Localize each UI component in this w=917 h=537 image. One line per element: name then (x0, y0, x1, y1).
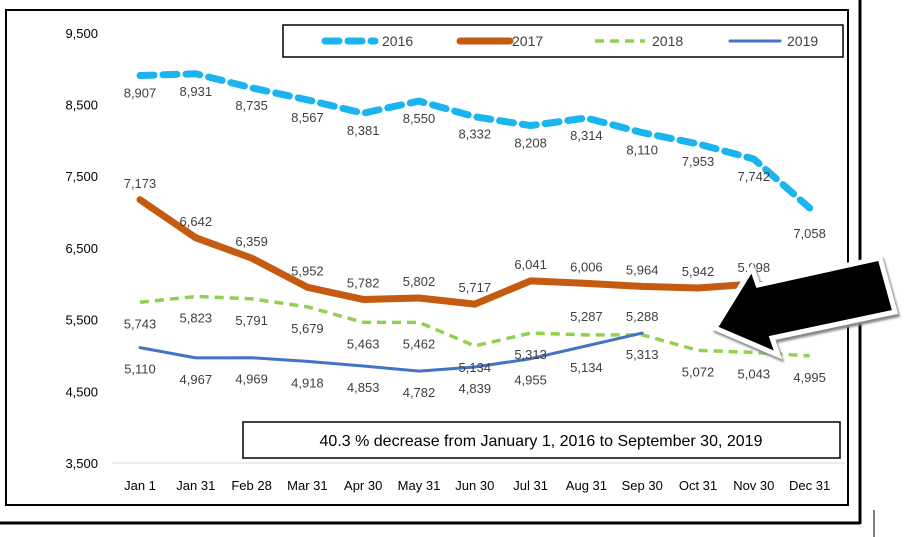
y-tick-label: 3,500 (65, 456, 98, 471)
series-line-2019 (138, 331, 644, 373)
data-label-2016: 8,567 (291, 110, 324, 125)
y-tick-label: 9,500 (65, 26, 98, 41)
legend-label-2017: 2017 (512, 33, 543, 49)
data-label-2017: 6,359 (235, 234, 268, 249)
series-line-2016 (136, 70, 814, 212)
data-label-2018: 5,462 (403, 336, 436, 351)
y-tick-label: 8,500 (65, 98, 98, 113)
x-tick-label: Feb 28 (231, 478, 271, 493)
y-tick-label: 6,500 (65, 241, 98, 256)
data-label-2016: 7,058 (793, 226, 826, 241)
data-label-2017: 5,802 (403, 274, 436, 289)
data-label-2017: 5,717 (459, 280, 492, 295)
arrow-icon (711, 255, 899, 360)
data-label-2019: 5,134 (570, 360, 603, 375)
x-tick-label: Oct 31 (679, 478, 717, 493)
data-label-2019: 5,110 (124, 362, 156, 377)
data-label-2018: 5,288 (626, 309, 659, 324)
inner-frame (5, 9, 849, 506)
data-label-2019: 4,782 (403, 385, 436, 400)
data-label-2017: 5,782 (347, 275, 380, 290)
y-tick-label: 7,500 (65, 169, 98, 184)
legend-label-2019: 2019 (787, 33, 818, 49)
data-label-2016: 8,314 (570, 128, 603, 143)
x-tick-label: Jul 31 (513, 478, 548, 493)
data-label-2018: 4,995 (793, 370, 826, 385)
data-label-2016: 8,381 (347, 123, 380, 138)
x-tick-label: Mar 31 (287, 478, 327, 493)
data-label-2017: 6,041 (514, 257, 547, 272)
data-label-2019: 4,839 (459, 381, 492, 396)
data-label-2016: 8,931 (180, 84, 213, 99)
legend-label-2016: 2016 (382, 33, 413, 49)
series-line-2018 (139, 294, 810, 358)
data-label-2018: 5,679 (291, 321, 324, 336)
y-tick-label: 4,500 (65, 384, 98, 399)
data-label-2016: 8,550 (403, 111, 436, 126)
data-label-2017: 5,952 (291, 263, 324, 278)
data-label-2018: 5,134 (459, 360, 492, 375)
data-label-2018: 5,313 (514, 347, 547, 362)
data-label-2016: 8,332 (459, 127, 492, 142)
data-label-2017: 6,642 (180, 214, 213, 229)
data-label-2016: 7,742 (738, 169, 771, 184)
data-label-2017: 6,006 (570, 259, 603, 274)
data-label-2016: 8,735 (235, 98, 268, 113)
data-label-2019: 4,969 (235, 372, 268, 387)
data-label-2018: 5,823 (180, 311, 213, 326)
x-tick-label: Jan 31 (176, 478, 215, 493)
x-tick-label: Sep 30 (622, 478, 663, 493)
data-label-2017: 5,942 (682, 264, 715, 279)
data-label-2018: 5,743 (124, 316, 157, 331)
data-label-2016: 8,208 (514, 136, 547, 151)
data-label-2019: 5,313 (626, 347, 659, 362)
data-label-2016: 7,953 (682, 154, 715, 169)
x-tick-label: May 31 (398, 478, 441, 493)
data-label-2019: 4,955 (514, 373, 547, 388)
data-label-2018: 5,287 (570, 309, 603, 324)
data-label-2019: 4,853 (347, 380, 380, 395)
x-tick-label: Dec 31 (789, 478, 830, 493)
annotation-box (242, 421, 841, 459)
data-label-2018: 5,043 (738, 366, 771, 381)
data-label-2018: 5,463 (347, 336, 380, 351)
x-tick-label: Jan 1 (124, 478, 156, 493)
x-tick-label: Jun 30 (455, 478, 494, 493)
x-tick-label: Nov 30 (733, 478, 774, 493)
data-label-2016: 8,907 (124, 85, 157, 100)
data-label-2017: 5,964 (626, 262, 659, 277)
data-label-2018: 5,072 (682, 364, 715, 379)
series-line-2017 (136, 196, 783, 308)
x-tick-label: Apr 30 (344, 478, 382, 493)
y-tick-label: 5,500 (65, 313, 98, 328)
annotation-text: 40.3 % decrease from January 1, 2016 to … (320, 433, 763, 450)
x-tick-label: Aug 31 (566, 478, 607, 493)
legend-label-2018: 2018 (652, 33, 683, 49)
data-label-2016: 8,110 (626, 143, 658, 158)
data-label-2019: 4,918 (291, 375, 324, 390)
data-label-2018: 5,791 (235, 313, 268, 328)
data-label-2019: 4,967 (180, 372, 213, 387)
data-label-2017: 7,173 (124, 176, 157, 191)
